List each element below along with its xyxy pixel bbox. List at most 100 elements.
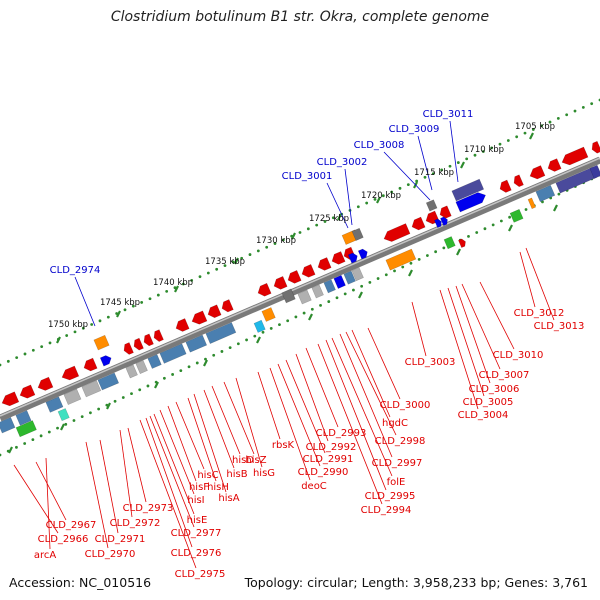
gene-label-red: CLD_2966 bbox=[38, 534, 89, 545]
gene-arrow bbox=[347, 252, 358, 264]
guide-dot bbox=[425, 254, 429, 257]
gene-arrow bbox=[385, 248, 417, 271]
scale-dot bbox=[406, 183, 410, 187]
gene-arrow-blue-outer bbox=[455, 192, 486, 213]
gene-box-inner bbox=[311, 284, 324, 299]
guide-dot bbox=[393, 269, 396, 273]
gene-arrow bbox=[343, 270, 356, 285]
guide-tick bbox=[408, 269, 413, 277]
gene-arrow bbox=[547, 158, 562, 172]
guide-dot bbox=[89, 411, 92, 415]
gene-arrow-upper bbox=[529, 165, 546, 180]
gene-box-inner bbox=[297, 289, 312, 305]
guide-dot bbox=[302, 311, 306, 315]
gene-arrow-upper bbox=[561, 146, 589, 166]
gene-arrow bbox=[281, 288, 296, 304]
guide-dot bbox=[352, 288, 355, 292]
label-leader bbox=[411, 301, 427, 357]
scale-dot bbox=[165, 289, 169, 293]
accession-text: Accession: NC_010516 bbox=[9, 575, 152, 590]
gene-box-inner bbox=[45, 396, 64, 413]
label-leader bbox=[326, 182, 349, 229]
scale-label: 1740 kbp bbox=[153, 278, 193, 288]
guide-dot bbox=[343, 292, 347, 296]
guide-dot bbox=[319, 304, 322, 307]
gene-label-red: CLD_2998 bbox=[375, 436, 426, 447]
scale-label: 1725 kbp bbox=[309, 214, 349, 224]
label-leader bbox=[345, 331, 397, 436]
gene-arrow bbox=[185, 334, 208, 353]
scale-tick bbox=[337, 213, 342, 221]
gene-arrow bbox=[527, 197, 536, 210]
scale-dot bbox=[531, 128, 535, 131]
guide-dot bbox=[557, 192, 561, 196]
guide-dot bbox=[179, 369, 183, 373]
label-leader bbox=[277, 363, 321, 467]
gene-arrow bbox=[535, 184, 556, 203]
label-leader bbox=[479, 281, 515, 350]
gene-box-inner bbox=[333, 274, 346, 289]
scale-tick bbox=[56, 336, 61, 344]
gene-arrow-blue-outer bbox=[347, 252, 358, 264]
gene-box-orange bbox=[385, 248, 417, 271]
gene-arrow bbox=[125, 364, 138, 379]
scale-dot bbox=[506, 139, 510, 142]
gene-box-green bbox=[443, 236, 456, 250]
gene-arrow-red-outer bbox=[458, 238, 466, 249]
guide-tick bbox=[154, 381, 159, 389]
gene-label-red: CLD_3007 bbox=[479, 370, 530, 381]
guide-dot bbox=[146, 384, 150, 388]
gene-box-inner bbox=[135, 360, 148, 375]
gene-box-inner bbox=[351, 267, 364, 282]
guide-dot bbox=[409, 261, 413, 265]
gene-box-inner bbox=[323, 279, 336, 294]
gene-label-blue: CLD_2974 bbox=[50, 265, 101, 276]
gene-label-red: rbsK bbox=[272, 440, 295, 451]
label-leader bbox=[317, 343, 383, 505]
gene-label-red: hisB bbox=[226, 469, 247, 480]
guide-tick bbox=[8, 446, 13, 454]
gene-arrow bbox=[19, 384, 36, 399]
gene-label-blue: CLD_3001 bbox=[282, 171, 333, 182]
scale-dot bbox=[256, 249, 260, 253]
gene-arrow bbox=[439, 205, 452, 219]
guide-dot bbox=[64, 422, 68, 426]
gene-arrow-upper bbox=[499, 179, 512, 193]
gene-label-red: CLD_3005 bbox=[463, 397, 514, 408]
gene-arrow bbox=[253, 319, 266, 333]
gene-arrow bbox=[191, 310, 208, 325]
gene-arrow-upper bbox=[221, 299, 234, 313]
guide-dot bbox=[253, 334, 257, 338]
scale-dot bbox=[23, 352, 27, 356]
scale-dot bbox=[181, 282, 185, 286]
label-leader bbox=[269, 367, 311, 481]
guide-dot bbox=[47, 430, 51, 434]
gene-label-red: CLD_3006 bbox=[469, 384, 520, 395]
genome-title: Clostridium botulinum B1 str. Okra, comp… bbox=[110, 9, 490, 25]
label-leader bbox=[149, 415, 195, 528]
scale-dot bbox=[81, 326, 85, 330]
label-leader bbox=[223, 381, 255, 455]
guide-dot bbox=[97, 407, 101, 411]
guide-dot bbox=[434, 250, 438, 254]
gene-label-red: CLD_2975 bbox=[175, 569, 226, 580]
gene-label-red: CLD_2977 bbox=[171, 528, 222, 539]
scale-dot bbox=[206, 271, 210, 275]
scale-dot bbox=[556, 117, 560, 120]
gene-arrow bbox=[331, 251, 346, 265]
gene-arrow bbox=[37, 376, 54, 391]
gene-arrow bbox=[317, 257, 332, 271]
guide-dot bbox=[56, 426, 59, 430]
scale-dot bbox=[573, 109, 577, 113]
scale-dot bbox=[6, 359, 10, 363]
gene-arrow bbox=[99, 355, 112, 367]
gene-arrow bbox=[1, 391, 20, 407]
gene-label-red: CLD_2997 bbox=[372, 458, 423, 469]
label-leader bbox=[519, 251, 536, 308]
scale-dot bbox=[73, 330, 77, 334]
gene-arrow bbox=[529, 165, 546, 180]
gene-arrow bbox=[45, 396, 64, 413]
gene-box-inner bbox=[185, 334, 208, 353]
scale-label: 1715 kbp bbox=[414, 168, 454, 178]
gene-label-red: CLD_2990 bbox=[298, 467, 349, 478]
